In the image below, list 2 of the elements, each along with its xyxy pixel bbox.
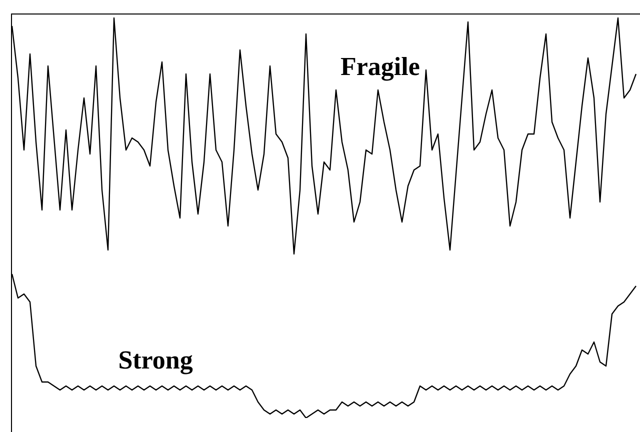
series-label: Strong bbox=[118, 345, 193, 374]
series-label: Fragile bbox=[340, 52, 420, 81]
